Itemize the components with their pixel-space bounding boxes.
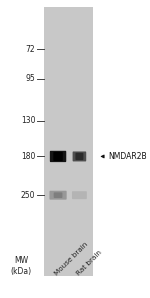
Text: 130: 130 [21, 116, 35, 125]
FancyBboxPatch shape [75, 153, 83, 160]
Text: 180: 180 [21, 152, 35, 161]
Text: Mouse brain: Mouse brain [54, 242, 89, 277]
FancyBboxPatch shape [54, 193, 62, 198]
FancyBboxPatch shape [53, 152, 63, 161]
FancyBboxPatch shape [50, 151, 66, 162]
FancyBboxPatch shape [50, 191, 67, 200]
Bar [44, 7, 93, 276]
FancyBboxPatch shape [73, 151, 86, 162]
FancyBboxPatch shape [72, 191, 87, 199]
Text: Rat brain: Rat brain [75, 250, 103, 277]
Text: MW
(kDa): MW (kDa) [11, 256, 32, 276]
Text: 250: 250 [21, 191, 35, 200]
Text: 95: 95 [26, 74, 35, 83]
Text: 72: 72 [26, 45, 35, 54]
Text: NMDAR2B: NMDAR2B [108, 152, 147, 161]
